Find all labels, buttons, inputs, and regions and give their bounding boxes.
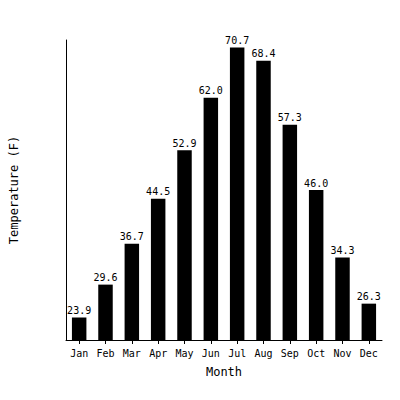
svg-text:Temperature (F): Temperature (F): [7, 136, 21, 244]
svg-text:Feb: Feb: [96, 348, 114, 359]
svg-text:44.5: 44.5: [146, 186, 170, 197]
svg-text:29.6: 29.6: [93, 272, 117, 283]
svg-text:May: May: [175, 348, 193, 359]
svg-text:Aug: Aug: [254, 348, 272, 359]
svg-text:Sep: Sep: [281, 348, 299, 359]
svg-text:68.4: 68.4: [251, 48, 275, 59]
svg-text:Oct: Oct: [307, 348, 325, 359]
svg-text:Nov: Nov: [333, 348, 351, 359]
svg-text:46.0: 46.0: [304, 178, 328, 189]
svg-text:34.3: 34.3: [330, 245, 354, 256]
svg-text:23.9: 23.9: [67, 305, 91, 316]
svg-text:Jun: Jun: [202, 348, 220, 359]
svg-text:Month: Month: [206, 365, 242, 379]
svg-text:52.9: 52.9: [172, 138, 196, 149]
svg-text:70.7: 70.7: [225, 35, 249, 46]
svg-text:Mar: Mar: [123, 348, 141, 359]
svg-text:Dec: Dec: [360, 348, 378, 359]
svg-text:26.3: 26.3: [357, 291, 381, 302]
svg-text:36.7: 36.7: [120, 231, 144, 242]
svg-text:Apr: Apr: [149, 348, 167, 359]
svg-text:57.3: 57.3: [278, 112, 302, 123]
svg-text:Jul: Jul: [228, 348, 246, 359]
svg-text:62.0: 62.0: [199, 85, 223, 96]
svg-text:Jan: Jan: [70, 348, 88, 359]
